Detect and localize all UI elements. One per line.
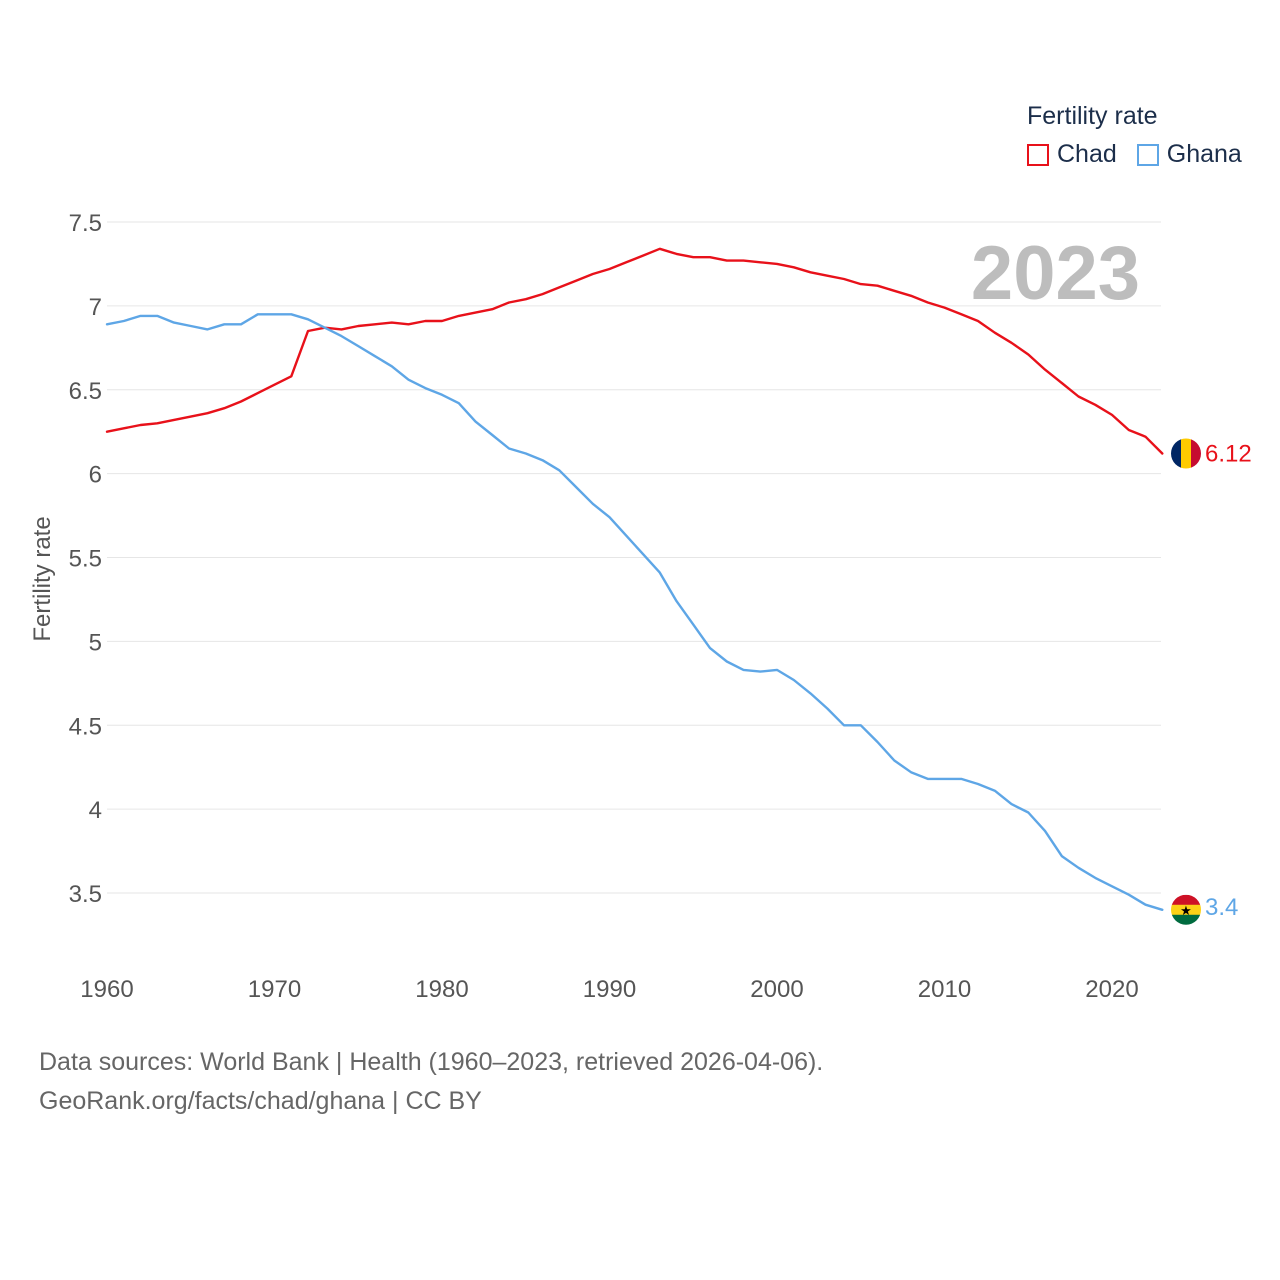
end-markers: ★ 6.12 3.4 (1171, 438, 1252, 925)
legend-item-chad[interactable]: Chad (1027, 140, 1117, 169)
legend-title: Fertility rate (1027, 102, 1158, 130)
x-axis-ticks: 1960 1970 1980 1990 2000 2010 2020 (80, 976, 1138, 1003)
x-tick-label: 2020 (1085, 976, 1138, 1003)
y-axis-ticks: 3.5 4 4.5 5 5.5 6 6.5 7 7.5 (69, 210, 102, 908)
chad-flag-icon (1171, 438, 1201, 469)
y-tick-label: 6.5 (69, 378, 102, 405)
ghana-end-value-label: 3.4 (1205, 894, 1238, 921)
legend-swatch-chad (1027, 143, 1049, 166)
x-tick-label: 2010 (918, 976, 971, 1003)
series-line-ghana (105, 313, 1164, 911)
data-sources-text: Data sources: World Bank | Health (1960–… (39, 1048, 824, 1076)
x-tick-label: 1960 (80, 976, 133, 1003)
y-tick-label: 4.5 (69, 713, 102, 740)
ghana-flag-icon: ★ (1171, 894, 1201, 925)
svg-text:★: ★ (1180, 903, 1192, 918)
y-tick-label: 5.5 (69, 546, 102, 573)
attribution-text: GeoRank.org/facts/chad/ghana | CC BY (39, 1087, 482, 1115)
y-tick-label: 6 (89, 462, 102, 489)
legend-item-ghana[interactable]: Ghana (1136, 140, 1242, 169)
y-tick-label: 7.5 (69, 210, 102, 237)
gridlines (107, 221, 1161, 894)
legend-swatch-ghana (1136, 143, 1159, 166)
footer: Data sources: World Bank | Health (1960–… (39, 1043, 823, 1121)
legend-label-chad: Chad (1057, 140, 1117, 168)
series (105, 247, 1164, 911)
legend-label-ghana: Ghana (1166, 140, 1242, 168)
y-tick-label: 4 (89, 797, 102, 824)
y-axis-title: Fertility rate (29, 516, 56, 641)
x-tick-label: 2000 (750, 976, 803, 1003)
series-line-chad (105, 247, 1164, 455)
x-tick-label: 1990 (583, 976, 636, 1003)
x-tick-label: 1970 (248, 976, 301, 1003)
chad-end-value-label: 6.12 (1205, 440, 1252, 467)
y-tick-label: 7 (89, 294, 102, 321)
x-tick-label: 1980 (415, 976, 468, 1003)
legend: Fertility rate Chad Ghana (1027, 100, 1262, 169)
y-tick-label: 3.5 (69, 881, 102, 908)
current-year-label: 2023 (971, 231, 1140, 316)
y-tick-label: 5 (89, 629, 102, 656)
